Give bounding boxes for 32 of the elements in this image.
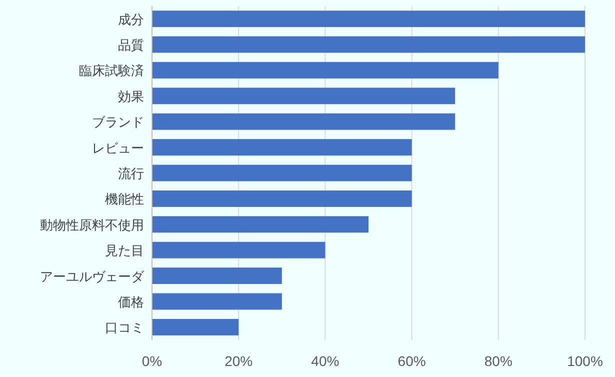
x-tick-label: 80% bbox=[484, 353, 512, 369]
bar bbox=[152, 10, 585, 28]
bar bbox=[152, 36, 585, 53]
y-tick-label: 価格 bbox=[118, 294, 144, 310]
bar bbox=[152, 88, 456, 104]
x-tick-label: 20% bbox=[224, 353, 253, 369]
y-tick-label: 動物性原料不使用 bbox=[40, 217, 144, 232]
y-tick-label: 口コミ bbox=[105, 320, 144, 336]
y-tick-label: 品質 bbox=[118, 38, 144, 53]
bar bbox=[152, 293, 282, 310]
bar bbox=[152, 113, 456, 130]
x-tick-label: 40% bbox=[311, 353, 340, 369]
bar bbox=[152, 164, 412, 182]
y-tick-label: 機能性 bbox=[105, 192, 144, 207]
bar bbox=[152, 190, 412, 207]
bar bbox=[152, 216, 368, 233]
y-tick-label: アーユルヴェーダ bbox=[40, 268, 145, 284]
y-tick-label: レビュー bbox=[92, 140, 144, 156]
bar bbox=[152, 268, 282, 284]
x-tick-label: 0% bbox=[142, 353, 162, 369]
bar bbox=[152, 242, 326, 258]
y-tick-label: 効果 bbox=[118, 88, 144, 104]
y-tick-label: 流行 bbox=[118, 166, 144, 181]
x-tick-label: 60% bbox=[398, 353, 426, 369]
y-tick-label: 臨床試験済 bbox=[79, 63, 144, 78]
bar bbox=[152, 62, 498, 78]
bar bbox=[152, 139, 412, 156]
y-tick-label: 成分 bbox=[118, 12, 144, 27]
x-tick-label: 100% bbox=[567, 353, 603, 369]
bar bbox=[152, 318, 239, 336]
y-tick-label: ブランド bbox=[92, 114, 144, 130]
y-tick-label: 見た目 bbox=[105, 243, 144, 258]
